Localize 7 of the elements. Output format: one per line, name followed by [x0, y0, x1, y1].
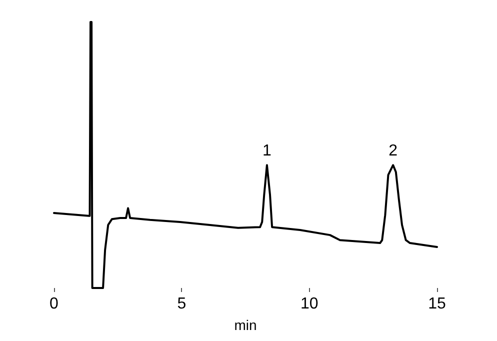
annotation: 2: [388, 142, 398, 160]
annotation: 1: [262, 142, 272, 160]
x-tick-label: 0: [50, 296, 59, 312]
x-tick-label: 5: [177, 296, 186, 312]
x-axis-title: min: [234, 317, 257, 333]
x-tick-label: 10: [300, 296, 318, 312]
x-tick-label: 15: [428, 296, 446, 312]
